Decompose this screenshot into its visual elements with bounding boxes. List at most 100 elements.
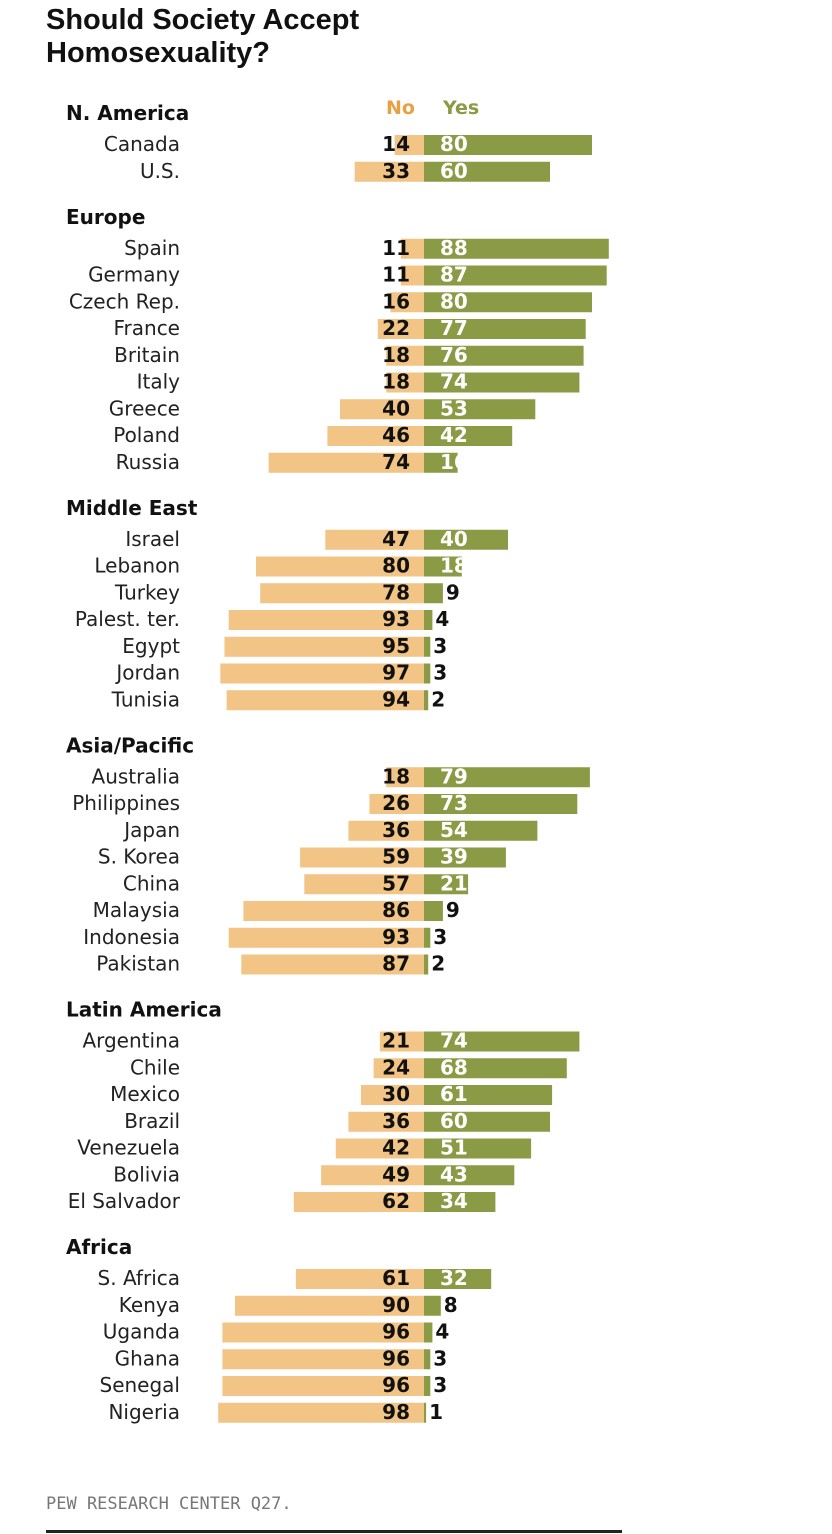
country-label: Egypt <box>122 634 180 658</box>
value-label-no: 94 <box>382 687 410 711</box>
bar-yes <box>424 610 433 630</box>
bar-no <box>300 847 424 868</box>
country-label: Britain <box>114 343 180 367</box>
value-label-yes: 32 <box>440 1266 468 1290</box>
value-label-no: 46 <box>382 423 410 447</box>
region-label: Asia/Pacific <box>66 733 194 757</box>
value-label-yes: 80 <box>440 132 468 156</box>
value-label-yes: 68 <box>440 1055 468 1079</box>
value-label-no: 78 <box>382 580 410 604</box>
value-label-no: 18 <box>382 343 410 367</box>
value-label-yes: 42 <box>440 423 468 447</box>
country-label: France <box>113 316 180 340</box>
country-label: Germany <box>88 263 180 287</box>
value-label-no: 22 <box>382 316 410 340</box>
value-label-yes: 80 <box>440 289 468 313</box>
bar-yes <box>424 556 462 577</box>
value-label-yes: 51 <box>440 1136 468 1160</box>
bar-yes <box>424 1322 433 1343</box>
bar-yes <box>424 1376 431 1396</box>
value-label-no: 21 <box>382 1029 410 1053</box>
value-label-yes: 87 <box>440 263 468 287</box>
bar-no <box>241 954 424 975</box>
value-label-yes: 61 <box>440 1082 468 1106</box>
value-label-no: 96 <box>382 1320 410 1344</box>
bar-no <box>220 663 424 684</box>
bar-yes <box>424 583 443 604</box>
bar-no <box>327 426 424 446</box>
value-label-no: 95 <box>382 634 410 658</box>
value-label-yes: 3 <box>433 1373 447 1397</box>
value-label-no: 16 <box>382 289 410 313</box>
value-label-no: 96 <box>382 1346 410 1370</box>
value-label-no: 97 <box>382 661 410 685</box>
value-label-no: 11 <box>382 236 410 260</box>
country-label: Greece <box>109 396 180 420</box>
country-label: China <box>123 871 180 895</box>
value-label-yes: 3 <box>433 1346 447 1370</box>
bar-yes <box>424 874 469 895</box>
bar-yes <box>424 794 578 814</box>
value-label-yes: 21 <box>440 871 468 895</box>
country-label: Canada <box>104 132 180 156</box>
country-label: Russia <box>116 450 180 474</box>
bar-no <box>224 636 424 657</box>
value-label-yes: 8 <box>444 1293 458 1317</box>
country-label: S. Korea <box>98 845 180 869</box>
bar-yes <box>424 1269 492 1289</box>
value-label-no: 98 <box>382 1400 410 1424</box>
bar-no <box>348 820 424 841</box>
value-label-no: 11 <box>382 263 410 287</box>
value-label-yes: 2 <box>431 952 445 976</box>
bar-yes <box>424 1111 550 1132</box>
value-label-no: 57 <box>382 871 410 895</box>
country-label: Lebanon <box>94 554 180 578</box>
bar-yes <box>424 767 590 788</box>
bar-yes <box>424 399 536 420</box>
country-label: Indonesia <box>83 925 180 949</box>
country-label: Philippines <box>72 791 180 815</box>
region-label: Latin America <box>66 998 222 1022</box>
bar-no <box>295 1269 424 1289</box>
bar-no <box>293 1192 424 1212</box>
chart-title: Should Society Accept Homosexuality? <box>46 4 360 69</box>
country-label: Venezuela <box>77 1136 180 1160</box>
bar-no <box>222 1376 424 1396</box>
bar-yes <box>424 636 431 657</box>
country-label: Argentina <box>82 1029 180 1053</box>
value-label-yes: 18 <box>440 554 468 578</box>
value-label-no: 14 <box>382 132 410 156</box>
value-label-yes: 4 <box>435 607 449 631</box>
bar-no <box>222 1349 424 1370</box>
country-label: Brazil <box>124 1109 180 1133</box>
value-label-no: 86 <box>382 898 410 922</box>
value-label-yes: 73 <box>440 791 468 815</box>
bar-no <box>369 794 424 814</box>
value-label-yes: 60 <box>440 1109 468 1133</box>
bar-no <box>228 610 424 630</box>
bar-yes <box>424 1192 496 1212</box>
bar-yes <box>424 265 607 286</box>
value-label-no: 36 <box>382 818 410 842</box>
value-label-yes: 3 <box>433 661 447 685</box>
bar-yes <box>424 372 580 393</box>
bar-no <box>226 690 424 711</box>
bar-no <box>379 1031 424 1052</box>
country-label: Pakistan <box>96 952 180 976</box>
bar-no <box>256 556 424 577</box>
country-label: Ghana <box>115 1346 180 1370</box>
country-label: Poland <box>113 423 180 447</box>
country-label: El Salvador <box>68 1189 181 1213</box>
bar-yes <box>424 1031 580 1052</box>
value-label-no: 87 <box>382 952 410 976</box>
country-label: Bolivia <box>113 1162 180 1186</box>
bar-yes <box>424 1402 427 1423</box>
value-label-no: 96 <box>382 1373 410 1397</box>
region-label: N. America <box>66 101 189 125</box>
country-label: Kenya <box>119 1293 180 1317</box>
bar-yes <box>424 292 592 313</box>
region-label: Europe <box>66 205 145 229</box>
value-label-yes: 9 <box>446 898 460 922</box>
country-label: Australia <box>92 764 180 788</box>
bar-yes <box>424 1138 532 1159</box>
